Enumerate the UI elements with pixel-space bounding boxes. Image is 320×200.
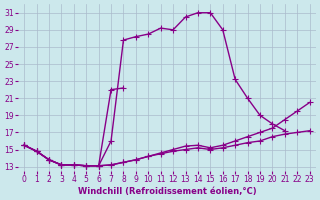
X-axis label: Windchill (Refroidissement éolien,°C): Windchill (Refroidissement éolien,°C) [77,187,256,196]
